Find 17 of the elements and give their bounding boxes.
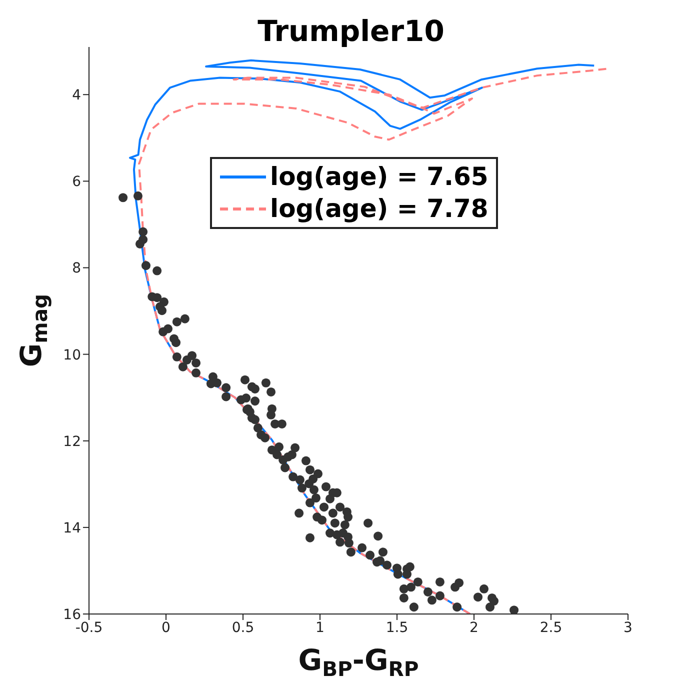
x-tick-label: 3 <box>624 620 632 636</box>
chart-title: Trumpler10 <box>256 14 446 48</box>
y-tick-label: 14 <box>63 520 82 536</box>
x-tick-label: 1 <box>316 620 324 636</box>
y-tick-label: 8 <box>72 260 81 277</box>
y-tick-label: 10 <box>63 347 81 364</box>
x-tick-label: 2.5 <box>540 620 562 636</box>
y-tick-label: 4 <box>72 88 82 104</box>
x-axis-title: G$_{BP}$-G$_{RP}$ <box>298 643 419 681</box>
x-tick-label: 2 <box>470 620 478 636</box>
x-tick-label: 0 <box>162 620 170 636</box>
y-tick-label: 6 <box>72 174 82 190</box>
x-tick-label: 0.5 <box>232 620 254 636</box>
legend-label: log(age) = 7.65 <box>270 161 488 193</box>
legend-label: log(age) = 7.78 <box>270 193 488 225</box>
y-tick-label: 12 <box>63 434 81 450</box>
x-tick-label: 1.5 <box>386 620 408 636</box>
